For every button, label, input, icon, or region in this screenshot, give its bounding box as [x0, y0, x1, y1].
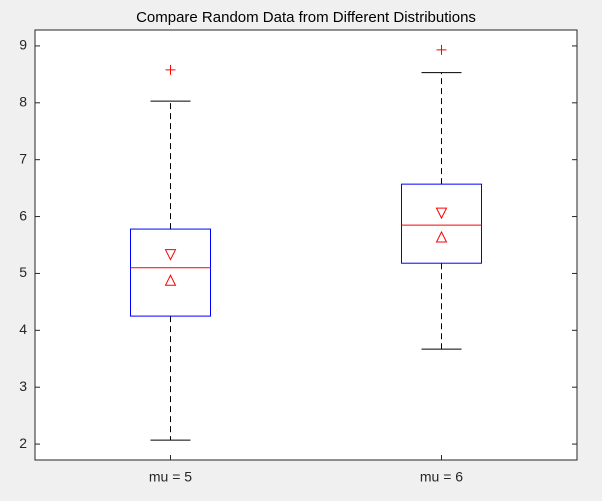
- y-tick-label: 3: [19, 378, 27, 394]
- y-tick-label: 6: [19, 207, 27, 223]
- chart-title: Compare Random Data from Different Distr…: [136, 9, 476, 26]
- y-tick-label: 5: [19, 264, 27, 280]
- notch-high-marker: [435, 207, 448, 220]
- y-tick-label: 7: [19, 150, 27, 166]
- y-tick-label: 2: [19, 435, 27, 451]
- y-tick-label: 4: [19, 321, 27, 337]
- notch-low-marker: [435, 230, 448, 243]
- x-tick-label: mu = 6: [420, 469, 463, 485]
- box: [130, 228, 211, 317]
- y-tick-label: 8: [19, 94, 27, 110]
- x-tick-label: mu = 5: [149, 469, 192, 485]
- outlier: [165, 64, 176, 75]
- y-tick-label: 9: [19, 37, 27, 53]
- notch-high-marker: [164, 249, 177, 261]
- outlier: [436, 44, 447, 55]
- axes: [34, 29, 578, 461]
- notch-low-marker: [164, 274, 177, 286]
- box: [401, 183, 482, 264]
